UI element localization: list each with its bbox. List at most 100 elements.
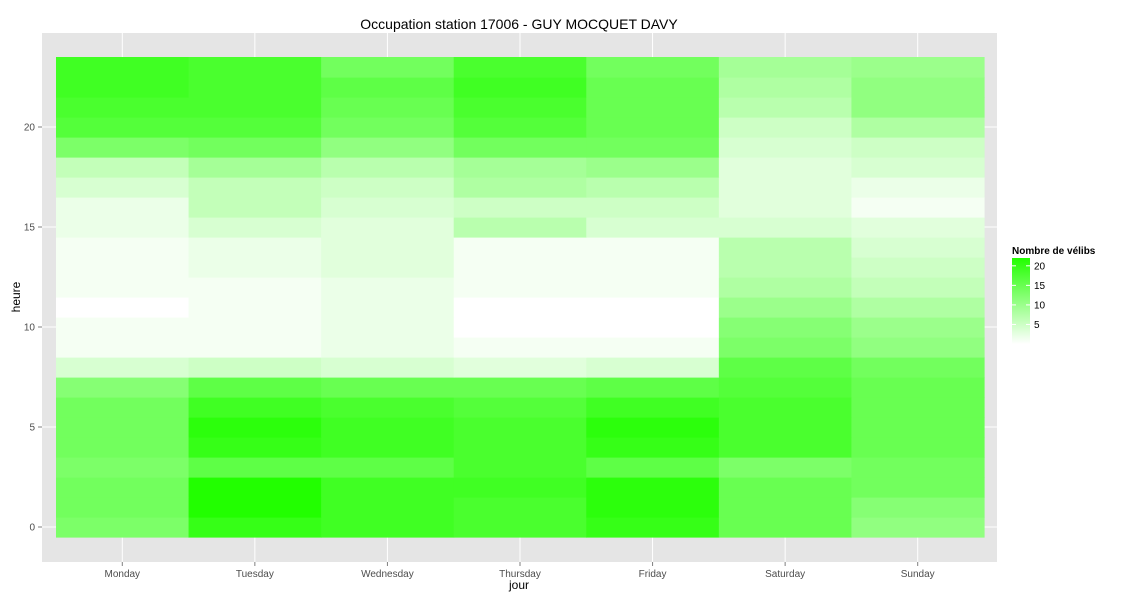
heatmap-cell bbox=[453, 497, 587, 518]
heatmap-cell bbox=[321, 237, 455, 258]
heatmap-cell bbox=[453, 317, 587, 338]
heatmap-cell bbox=[718, 217, 853, 238]
y-axis: 0 5 10 15 20 bbox=[24, 123, 42, 534]
legend-colorbar bbox=[1012, 258, 1030, 344]
heatmap-cell bbox=[586, 397, 720, 418]
heatmap-cell bbox=[851, 497, 985, 518]
x-tick-label: Thursday bbox=[499, 569, 541, 580]
y-tick-label: 0 bbox=[29, 523, 35, 534]
heatmap-cell bbox=[851, 117, 985, 138]
heatmap-cell bbox=[56, 117, 190, 138]
heatmap-cell bbox=[851, 317, 985, 338]
heatmap-cell bbox=[453, 397, 587, 418]
heatmap-cell bbox=[851, 417, 985, 438]
heatmap-cell bbox=[718, 177, 853, 198]
heatmap-cell bbox=[453, 77, 587, 98]
legend-ticks: 20 15 10 5 bbox=[1012, 261, 1046, 331]
heatmap-cell bbox=[321, 497, 455, 518]
heatmap-cell bbox=[321, 137, 455, 158]
heatmap-cell bbox=[188, 517, 322, 538]
legend-tick-label: 5 bbox=[1034, 320, 1040, 331]
heatmap-cell bbox=[718, 117, 853, 138]
heatmap-cell bbox=[586, 177, 720, 198]
heatmap-cell bbox=[718, 477, 853, 498]
heatmap-cell bbox=[718, 337, 853, 358]
heatmap-cell bbox=[718, 377, 853, 398]
heatmap-cell bbox=[718, 437, 853, 458]
legend-tick-label: 15 bbox=[1034, 281, 1046, 292]
heatmap-cell bbox=[586, 517, 720, 538]
heatmap-cell bbox=[188, 437, 322, 458]
heatmap-cell bbox=[851, 197, 985, 218]
x-axis-title: jour bbox=[508, 578, 529, 592]
heatmap-cell bbox=[586, 417, 720, 438]
heatmap-cell bbox=[56, 317, 190, 338]
heatmap-cell bbox=[321, 517, 455, 538]
heatmap-cell bbox=[188, 297, 322, 318]
heatmap-cell bbox=[188, 117, 322, 138]
heatmap-cell bbox=[586, 57, 720, 78]
heatmap-cell bbox=[586, 317, 720, 338]
y-tick-label: 20 bbox=[24, 123, 36, 134]
heatmap-cell bbox=[851, 477, 985, 498]
heatmap-cell bbox=[56, 457, 190, 478]
heatmap-cell bbox=[321, 337, 455, 358]
heatmap-cell bbox=[718, 317, 853, 338]
heatmap-cell bbox=[453, 437, 587, 458]
heatmap-cell bbox=[586, 217, 720, 238]
heatmap-cell bbox=[56, 417, 190, 438]
x-tick-label: Friday bbox=[639, 569, 667, 580]
heatmap-cell bbox=[586, 497, 720, 518]
heatmap-cell bbox=[188, 457, 322, 478]
heatmap-cell bbox=[851, 237, 985, 258]
heatmap-cell bbox=[56, 237, 190, 258]
heatmap-cell bbox=[188, 497, 322, 518]
heatmap-cell bbox=[586, 97, 720, 118]
heatmap-cell bbox=[586, 257, 720, 278]
heatmap-cell bbox=[321, 117, 455, 138]
heatmap-cell bbox=[453, 217, 587, 238]
heatmap-cell bbox=[321, 257, 455, 278]
heatmap-cell bbox=[453, 237, 587, 258]
heatmap-cell bbox=[851, 277, 985, 298]
heatmap-cell bbox=[188, 277, 322, 298]
heatmap-cell bbox=[453, 297, 587, 318]
heatmap-cell bbox=[321, 197, 455, 218]
heatmap-cell bbox=[321, 57, 455, 78]
heatmap-cell bbox=[718, 257, 853, 278]
heatmap-cell bbox=[851, 77, 985, 98]
heatmap-cell bbox=[718, 457, 853, 478]
heatmap-cell bbox=[321, 297, 455, 318]
heatmap-cell bbox=[321, 77, 455, 98]
heatmap-cell bbox=[453, 357, 587, 378]
heatmap-cell bbox=[321, 317, 455, 338]
heatmap-cell bbox=[718, 397, 853, 418]
heatmap-cell bbox=[188, 317, 322, 338]
heatmap-cell bbox=[586, 337, 720, 358]
heatmap-cell bbox=[851, 397, 985, 418]
heatmap-cell bbox=[188, 157, 322, 178]
heatmap-cell bbox=[586, 297, 720, 318]
heatmap-cell bbox=[586, 137, 720, 158]
heatmap-cell bbox=[188, 237, 322, 258]
heatmap-cell bbox=[453, 177, 587, 198]
heatmap-cell bbox=[586, 117, 720, 138]
heatmap-cell bbox=[188, 357, 322, 378]
heatmap-cell bbox=[586, 477, 720, 498]
heatmap-cell bbox=[453, 57, 587, 78]
heatmap-cell bbox=[453, 277, 587, 298]
heatmap-cell bbox=[851, 337, 985, 358]
heatmap-cell bbox=[586, 437, 720, 458]
x-tick-label: Saturday bbox=[765, 569, 805, 580]
heatmap-cell bbox=[453, 257, 587, 278]
heatmap-cell bbox=[188, 397, 322, 418]
heatmap-cell bbox=[453, 197, 587, 218]
heatmap-cell bbox=[321, 97, 455, 118]
heatmap-cell bbox=[56, 77, 190, 98]
y-tick-label: 15 bbox=[24, 223, 36, 234]
heatmap-cell bbox=[56, 397, 190, 418]
heatmap-cell bbox=[56, 97, 190, 118]
legend-tick-label: 10 bbox=[1034, 300, 1046, 311]
heatmap-cell bbox=[56, 57, 190, 78]
heatmap-cell bbox=[453, 157, 587, 178]
